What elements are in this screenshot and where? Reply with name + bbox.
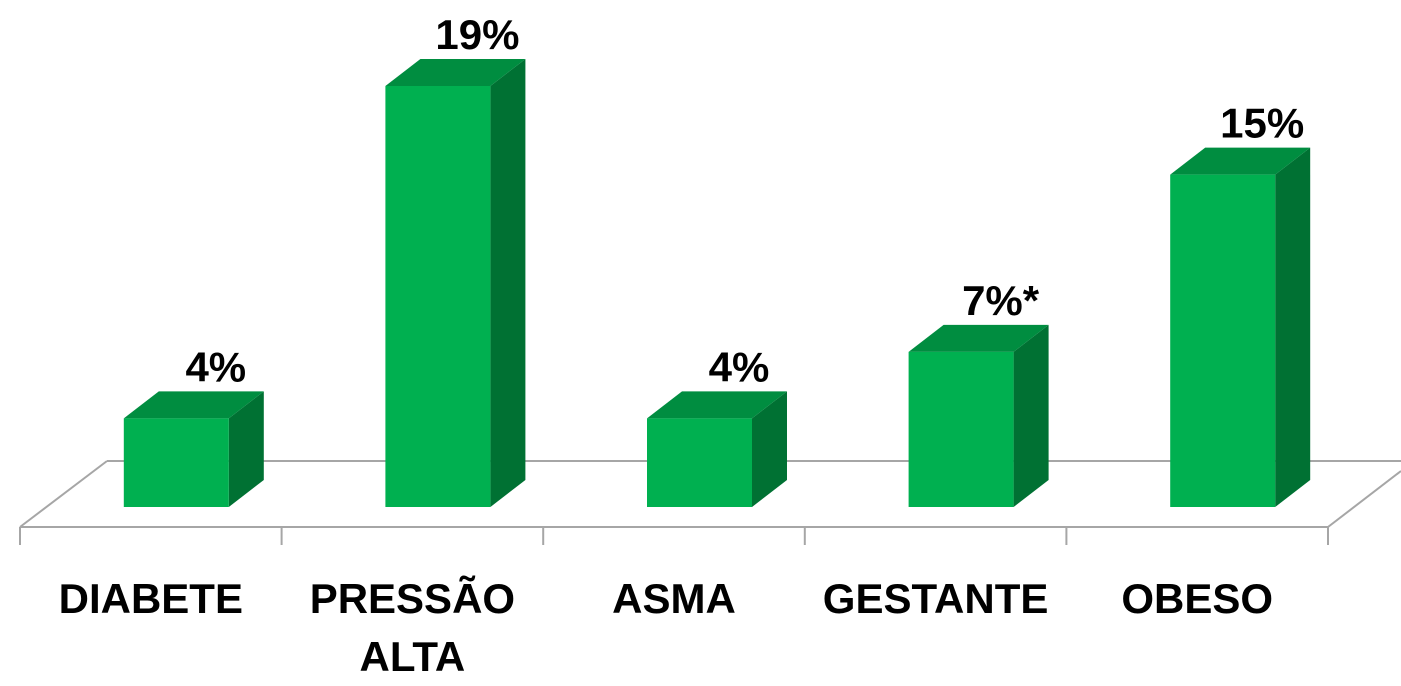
bar	[1170, 147, 1311, 507]
bar	[647, 391, 787, 507]
value-label: 19%	[435, 11, 519, 58]
floor-right	[1327, 470, 1401, 528]
floor-left	[19, 460, 108, 528]
bar-top	[647, 391, 787, 419]
bar-top	[908, 324, 1049, 352]
bar-side	[1275, 147, 1311, 507]
bar	[123, 391, 264, 507]
bar-front	[1170, 174, 1276, 507]
bar-front	[908, 351, 1014, 507]
x-tick-label: PRESSÃO ALTA	[309, 575, 516, 680]
bar-top	[123, 391, 264, 419]
value-label: 7%*	[962, 277, 1040, 324]
bar-side	[228, 391, 264, 507]
x-tick-label: OBESO	[1121, 575, 1274, 622]
bar-front	[647, 418, 752, 507]
value-label: 4%	[709, 343, 770, 390]
x-tick-label: DIABETE	[58, 575, 243, 622]
x-tick-label: ASMA	[612, 575, 736, 622]
bar-side	[490, 59, 526, 507]
bar-top	[385, 59, 526, 86]
bar-top	[1170, 147, 1311, 175]
bar	[385, 59, 526, 507]
bar-side	[1013, 324, 1049, 507]
value-label: 4%	[185, 343, 246, 390]
x-tick-label: GESTANTE	[822, 575, 1049, 622]
bar	[908, 324, 1049, 507]
value-label: 15%	[1220, 100, 1304, 147]
bar-front	[123, 418, 229, 507]
bar-side	[752, 391, 787, 507]
bar-front	[385, 86, 491, 507]
